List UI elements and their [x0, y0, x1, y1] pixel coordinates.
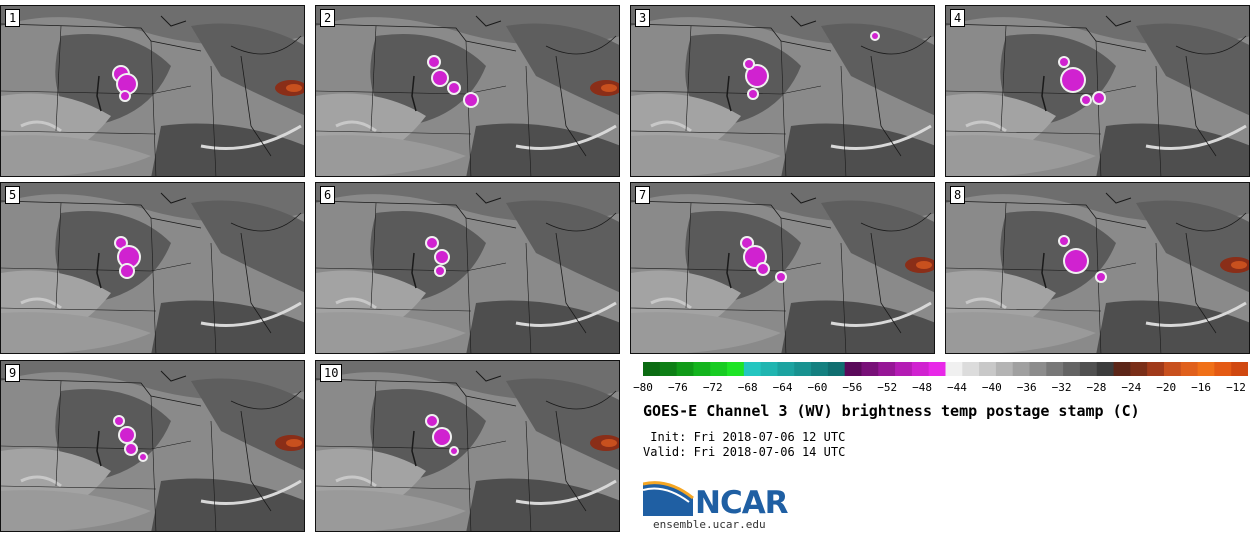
- colorbar-tick-label: −60: [807, 381, 828, 394]
- brightness-temp-map: [316, 6, 619, 176]
- colorbar-segment: [760, 362, 778, 376]
- colorbar-tick-label: −68: [737, 381, 758, 394]
- colorbar-segment: [911, 362, 930, 376]
- ncar-logo-text: NCAR: [695, 485, 789, 521]
- colorbar-segment: [1180, 362, 1199, 376]
- panel-number: 10: [320, 364, 343, 382]
- colorbar-tick-label: −72: [702, 381, 723, 394]
- colorbar-segment: [827, 362, 846, 376]
- panel-number: 1: [5, 9, 21, 27]
- colorbar-segment: [1079, 362, 1098, 376]
- colorbar-segment: [811, 362, 829, 376]
- brightness-temp-map: [1, 6, 304, 176]
- brightness-temp-map: [631, 6, 934, 176]
- brightness-temp-map: [631, 183, 934, 353]
- colorbar-segment: [1130, 362, 1148, 376]
- colorbar-segment: [710, 362, 728, 376]
- colorbar-segment: [727, 362, 745, 376]
- colorbar-segment: [794, 362, 812, 376]
- panel-number: 5: [5, 186, 21, 204]
- panel-number: 4: [950, 9, 966, 27]
- panel-number: 8: [950, 186, 966, 204]
- colorbar-segment: [1197, 362, 1215, 376]
- map-panel-7: 7: [630, 182, 935, 354]
- colorbar-segment: [1113, 362, 1131, 376]
- colorbar-segment: [979, 362, 997, 376]
- brightness-temp-map: [946, 183, 1249, 353]
- colorbar-tick-label: −56: [842, 381, 863, 394]
- colorbar-segment: [659, 362, 678, 376]
- colorbar: [643, 362, 1248, 376]
- colorbar-tick-label: −12: [1226, 381, 1246, 394]
- valid-time: Valid: Fri 2018-07-06 14 UTC: [643, 445, 846, 459]
- brightness-temp-map: [316, 183, 619, 353]
- colorbar-tick-label: −80: [633, 381, 653, 394]
- colorbar-segment: [643, 362, 661, 376]
- colorbar-tick-label: −64: [772, 381, 793, 394]
- brightness-temp-map: [946, 6, 1249, 176]
- colorbar-segment: [844, 362, 862, 376]
- colorbar-tick-label: −16: [1191, 381, 1212, 394]
- map-panel-9: 9: [0, 360, 305, 532]
- panel-number: 3: [635, 9, 651, 27]
- figure-title: GOES-E Channel 3 (WV) brightness temp po…: [643, 402, 1140, 420]
- colorbar-segment: [861, 362, 879, 376]
- colorbar-segment: [945, 362, 963, 376]
- colorbar-segment: [1012, 362, 1031, 376]
- map-panel-2: 2: [315, 5, 620, 177]
- map-panel-4: 4: [945, 5, 1250, 177]
- colorbar-segment: [995, 362, 1014, 376]
- colorbar-segment: [878, 362, 896, 376]
- colorbar-segment: [1029, 362, 1047, 376]
- colorbar-segment: [928, 362, 946, 376]
- map-panel-8: 8: [945, 182, 1250, 354]
- colorbar-segment: [1163, 362, 1182, 376]
- colorbar-tick-label: −44: [947, 381, 967, 394]
- colorbar-tick-label: −24: [1121, 381, 1142, 394]
- brightness-temp-map: [1, 183, 304, 353]
- colorbar-segment: [1231, 362, 1248, 376]
- map-panel-6: 6: [315, 182, 620, 354]
- colorbar-tick-label: −20: [1156, 381, 1177, 394]
- colorbar-tick-label: −48: [912, 381, 932, 394]
- init-time: Init: Fri 2018-07-06 12 UTC: [643, 430, 846, 444]
- brightness-temp-map: [1, 361, 304, 531]
- colorbar-tick-label: −52: [877, 381, 898, 394]
- panel-number: 6: [320, 186, 336, 204]
- colorbar-tick-label: −40: [981, 381, 1002, 394]
- panel-number: 2: [320, 9, 336, 27]
- panel-number: 9: [5, 364, 21, 382]
- colorbar-segment: [1046, 362, 1064, 376]
- colorbar-segment: [1096, 362, 1115, 376]
- colorbar-segment: [676, 362, 694, 376]
- colorbar-segment: [895, 362, 913, 376]
- colorbar-tick-label: −76: [667, 381, 688, 394]
- colorbar-segment: [1214, 362, 1232, 376]
- map-panel-5: 5: [0, 182, 305, 354]
- map-panel-1: 1: [0, 5, 305, 177]
- site-url: ensemble.ucar.edu: [653, 518, 766, 531]
- colorbar-tick-label: −28: [1086, 381, 1107, 394]
- map-panel-10: 10: [315, 360, 620, 532]
- colorbar-tick-label: −32: [1051, 381, 1072, 394]
- colorbar-segment: [743, 362, 762, 376]
- colorbar-segment: [693, 362, 711, 376]
- colorbar-segment: [962, 362, 980, 376]
- colorbar-tick-label: −36: [1016, 381, 1037, 394]
- map-panel-3: 3: [630, 5, 935, 177]
- colorbar-segment: [1147, 362, 1165, 376]
- ncar-logo-icon: [643, 481, 694, 516]
- brightness-temp-map: [316, 361, 619, 531]
- colorbar-segment: [1063, 362, 1081, 376]
- panel-number: 7: [635, 186, 651, 204]
- colorbar-segment: [777, 362, 795, 376]
